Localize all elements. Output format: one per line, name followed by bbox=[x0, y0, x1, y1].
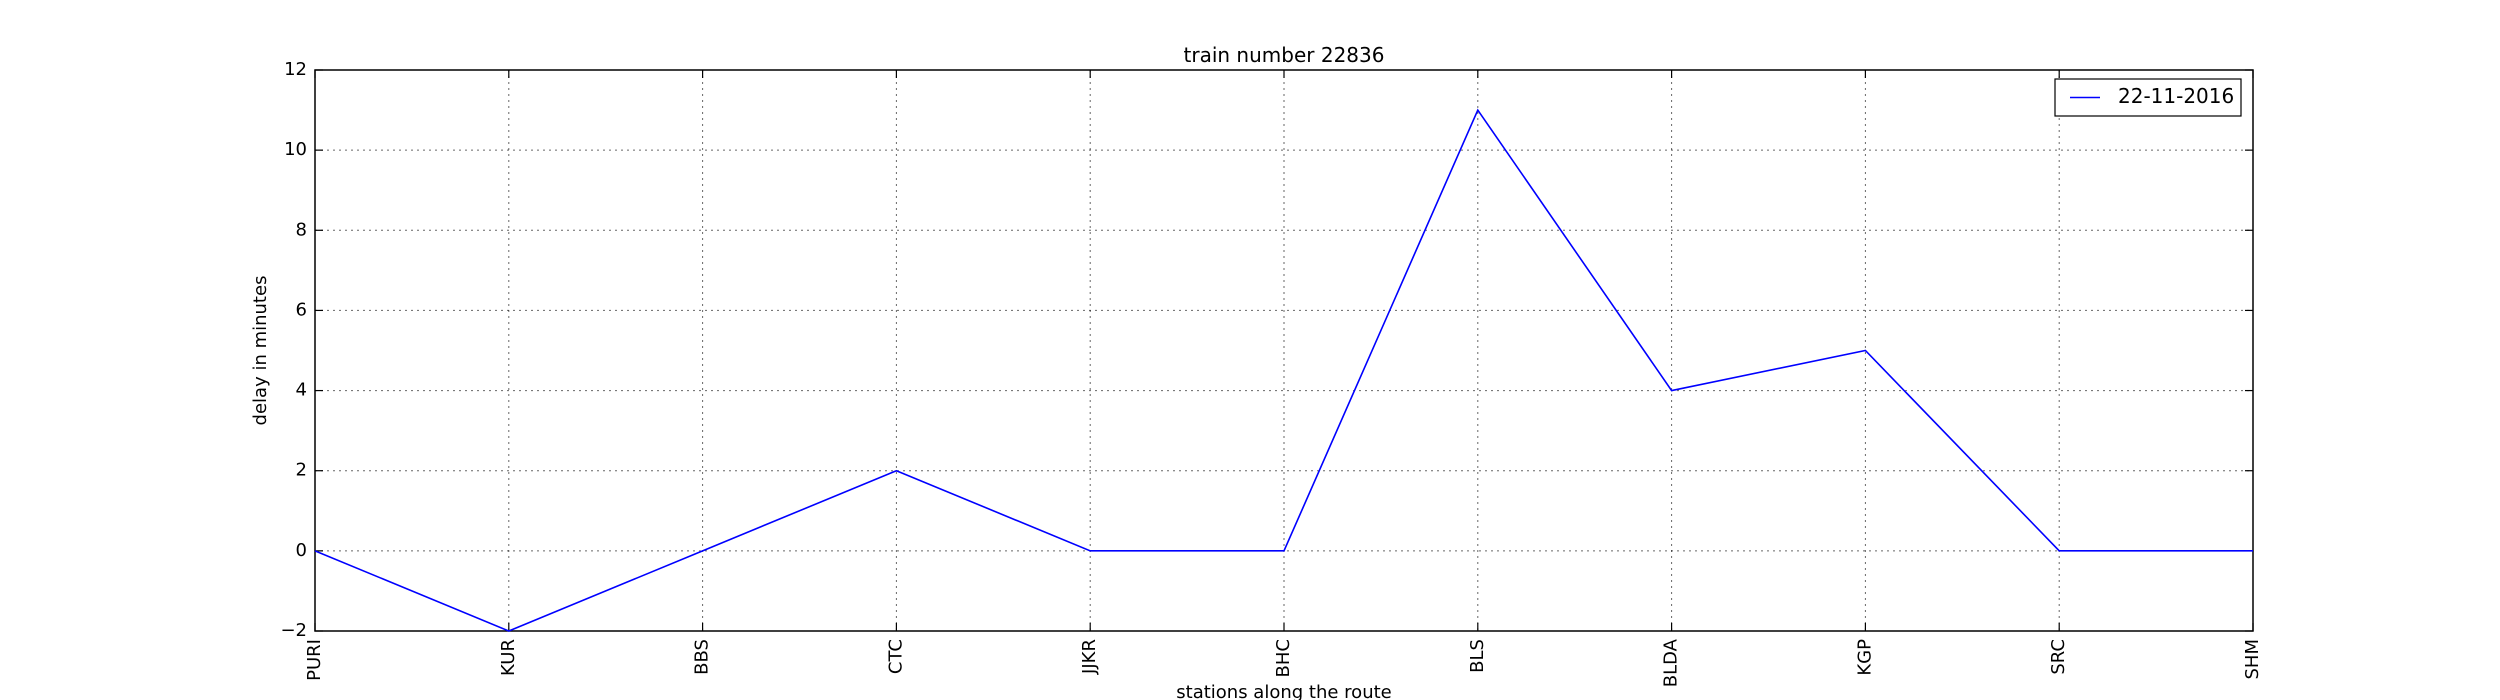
x-axis-label: stations along the route bbox=[1176, 682, 1391, 700]
y-tick-label: 12 bbox=[284, 59, 307, 80]
x-tick-label: SRC bbox=[2048, 639, 2069, 675]
x-tick-label: CTC bbox=[885, 639, 906, 674]
series-line bbox=[314, 108, 2253, 632]
axis-ticks bbox=[314, 69, 2254, 632]
y-tick-label: 10 bbox=[284, 139, 307, 160]
x-tick-label: BLS bbox=[1467, 639, 1488, 673]
x-tick-label: BLDA bbox=[1661, 638, 1682, 687]
legend-label: 22-11-2016 bbox=[2118, 84, 2234, 108]
legend: 22-11-2016 bbox=[2054, 78, 2242, 117]
x-tick-label: SHM bbox=[2242, 639, 2263, 680]
x-tick-label: JJKR bbox=[1079, 639, 1100, 675]
y-axis-label: delay in minutes bbox=[250, 276, 271, 426]
x-tick-label: BHC bbox=[1273, 639, 1294, 677]
y-tick-label: 4 bbox=[296, 380, 307, 401]
chart-title: train number 22836 bbox=[1184, 43, 1385, 67]
x-tick-label: KUR bbox=[498, 639, 519, 676]
y-tick-label: 6 bbox=[296, 299, 307, 320]
x-tick-label: BBS bbox=[692, 639, 713, 675]
y-tick-labels: −2 0 2 4 6 8 10 12 bbox=[280, 59, 307, 641]
y-tick-label: −2 bbox=[280, 620, 307, 641]
y-tick-label: 8 bbox=[296, 219, 307, 240]
y-tick-label: 0 bbox=[296, 540, 307, 561]
x-tick-labels: PURI KUR BBS CTC JJKR BHC BLS BLDA KGP SRC SHM bbox=[304, 638, 2263, 687]
y-tick-label: 2 bbox=[296, 460, 307, 481]
grid-lines bbox=[314, 69, 2254, 632]
x-tick-label: KGP bbox=[1854, 639, 1875, 676]
series-layer bbox=[314, 108, 2253, 632]
x-tick-label: PURI bbox=[304, 639, 325, 681]
